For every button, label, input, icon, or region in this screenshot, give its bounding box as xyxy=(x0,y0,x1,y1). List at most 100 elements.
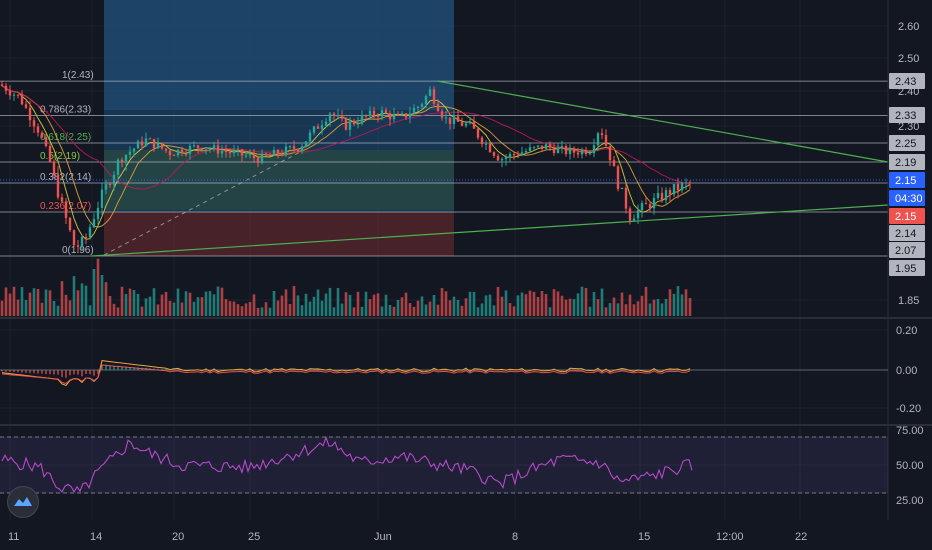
candle-body xyxy=(44,137,48,146)
candle-body xyxy=(352,121,356,125)
trendline-upper[interactable] xyxy=(436,80,889,163)
candle-body xyxy=(540,145,544,149)
candle-body xyxy=(640,203,644,211)
volume-bar xyxy=(120,286,124,316)
volume-bar xyxy=(408,303,412,316)
candle-body xyxy=(52,161,56,175)
volume-bar xyxy=(104,282,108,316)
volume-bar xyxy=(64,294,68,316)
volume-bar xyxy=(640,295,644,316)
price-tag: 2.15 xyxy=(889,172,925,188)
macd-histogram-bar xyxy=(121,366,123,370)
volume-bar xyxy=(556,291,560,316)
rsi-axis-label: 75.00 xyxy=(896,425,924,437)
candle-body xyxy=(408,113,412,118)
volume-bar xyxy=(364,291,368,316)
time-axis-label: Jun xyxy=(374,531,392,543)
candle-body xyxy=(216,145,220,154)
price-tag-box xyxy=(889,242,925,258)
macd-histogram-bar xyxy=(89,370,91,375)
candle-body xyxy=(568,148,572,155)
volume-bar xyxy=(536,297,540,316)
volume-bar xyxy=(36,288,40,316)
price-tag-text: 2.15 xyxy=(895,211,916,223)
volume-bar xyxy=(92,268,96,316)
volume-bar xyxy=(300,305,304,316)
macd-histogram-bar xyxy=(569,369,571,370)
macd-histogram-bar xyxy=(109,365,111,370)
candle-body xyxy=(452,116,456,124)
macd-histogram-bar xyxy=(25,370,27,373)
candle-body xyxy=(500,159,504,161)
volume-bar xyxy=(656,299,660,316)
macd-histogram-bar xyxy=(561,370,563,371)
price-tag-box xyxy=(889,190,925,206)
volume-bar xyxy=(144,298,148,316)
volume-bar xyxy=(684,289,688,316)
volume-bar xyxy=(340,303,344,316)
candle-body xyxy=(312,126,316,133)
candle-body xyxy=(56,174,60,198)
tradingview-logo-icon[interactable] xyxy=(7,486,39,518)
volume-bar xyxy=(460,305,464,316)
volume-bar xyxy=(392,306,396,316)
price-tag: 2.14 xyxy=(889,225,925,241)
volume-bar xyxy=(284,289,288,316)
rsi-axis-label: 25.00 xyxy=(896,495,924,507)
candle-body xyxy=(524,151,528,153)
macd-histogram-bar xyxy=(165,369,167,370)
macd-histogram-bar xyxy=(29,370,31,373)
candle-body xyxy=(508,154,512,158)
volume-bar xyxy=(600,288,604,316)
candles xyxy=(0,80,692,252)
volume-bar xyxy=(0,300,4,316)
trendline-lower[interactable] xyxy=(91,204,889,257)
macd-histogram-bar xyxy=(137,367,139,370)
volume-bar xyxy=(112,303,116,316)
candle-body xyxy=(100,189,104,208)
volume-bar xyxy=(580,286,584,316)
time-axis[interactable]: 11 14 20 25 Jun 8 15 12:00 22 xyxy=(8,531,807,543)
candle-body xyxy=(84,236,88,238)
volume-bar xyxy=(12,286,16,316)
volume-bar xyxy=(372,294,376,316)
fib-label: 1(2.43) xyxy=(62,70,94,81)
candle-body xyxy=(152,138,156,149)
volume-bar xyxy=(88,305,92,316)
volume-bar xyxy=(388,304,392,316)
candle-body xyxy=(156,143,160,149)
price-tag-box xyxy=(889,107,925,123)
macd-histogram-bar xyxy=(597,369,599,370)
macd-histogram-bar xyxy=(113,366,115,370)
price-tag-text: 2.15 xyxy=(895,175,916,187)
volume-bar xyxy=(644,286,648,316)
macd-histogram-bar xyxy=(609,370,611,371)
volume-bar xyxy=(280,295,284,316)
volume-bar xyxy=(452,296,456,316)
candle-body xyxy=(120,159,124,162)
volume-bar xyxy=(244,303,248,316)
candle-body xyxy=(680,183,684,191)
volume-bar xyxy=(116,307,120,316)
candle-body xyxy=(400,113,404,115)
volume-bar xyxy=(124,293,128,316)
price-tag-box xyxy=(889,225,925,241)
price-tag-text: 2.19 xyxy=(895,157,916,169)
macd-histogram-bar xyxy=(157,368,159,370)
macd-histogram-bar xyxy=(37,370,39,374)
volume-bar xyxy=(484,295,488,316)
volume-bar xyxy=(196,297,200,316)
volume-bar xyxy=(440,288,444,316)
time-axis-label: 8 xyxy=(512,531,518,543)
macd-histogram-bar xyxy=(421,370,423,371)
candle-body xyxy=(232,150,236,154)
volume-bar xyxy=(60,281,64,316)
volume-bar xyxy=(444,291,448,316)
volume-bar xyxy=(268,307,272,316)
candle-body xyxy=(360,115,364,124)
candle-body xyxy=(4,85,8,91)
macd-line xyxy=(1,360,691,386)
volume-bar xyxy=(464,298,468,316)
candle-body xyxy=(108,184,112,186)
